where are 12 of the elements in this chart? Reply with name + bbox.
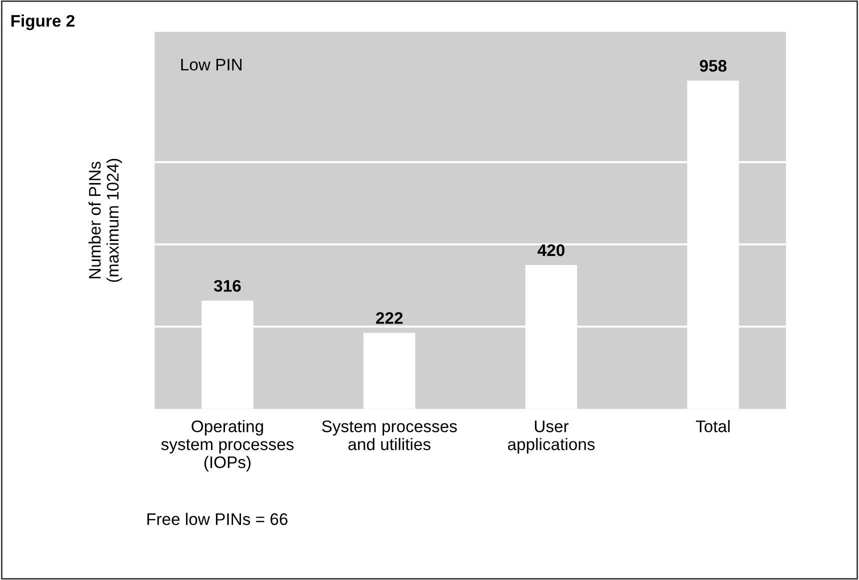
x-tick-label: User applications (508, 420, 595, 454)
annotation: Low PIN (181, 58, 242, 71)
data-label: 222 (376, 312, 403, 324)
text: Free low PINs = 66 (147, 512, 288, 526)
data-label: 958 (700, 60, 727, 72)
data-label: 316 (214, 280, 241, 292)
x-tick-label: Operating system processes (IOPs) (161, 420, 294, 472)
x-tick-label: Total (696, 420, 730, 432)
x-tick-label: System processes and utilities (322, 420, 457, 450)
y-axis-title: Number of PINs (maximum 1024) (88, 158, 122, 282)
chart-title: Figure 2 (11, 14, 74, 30)
data-label: 420 (538, 244, 564, 256)
